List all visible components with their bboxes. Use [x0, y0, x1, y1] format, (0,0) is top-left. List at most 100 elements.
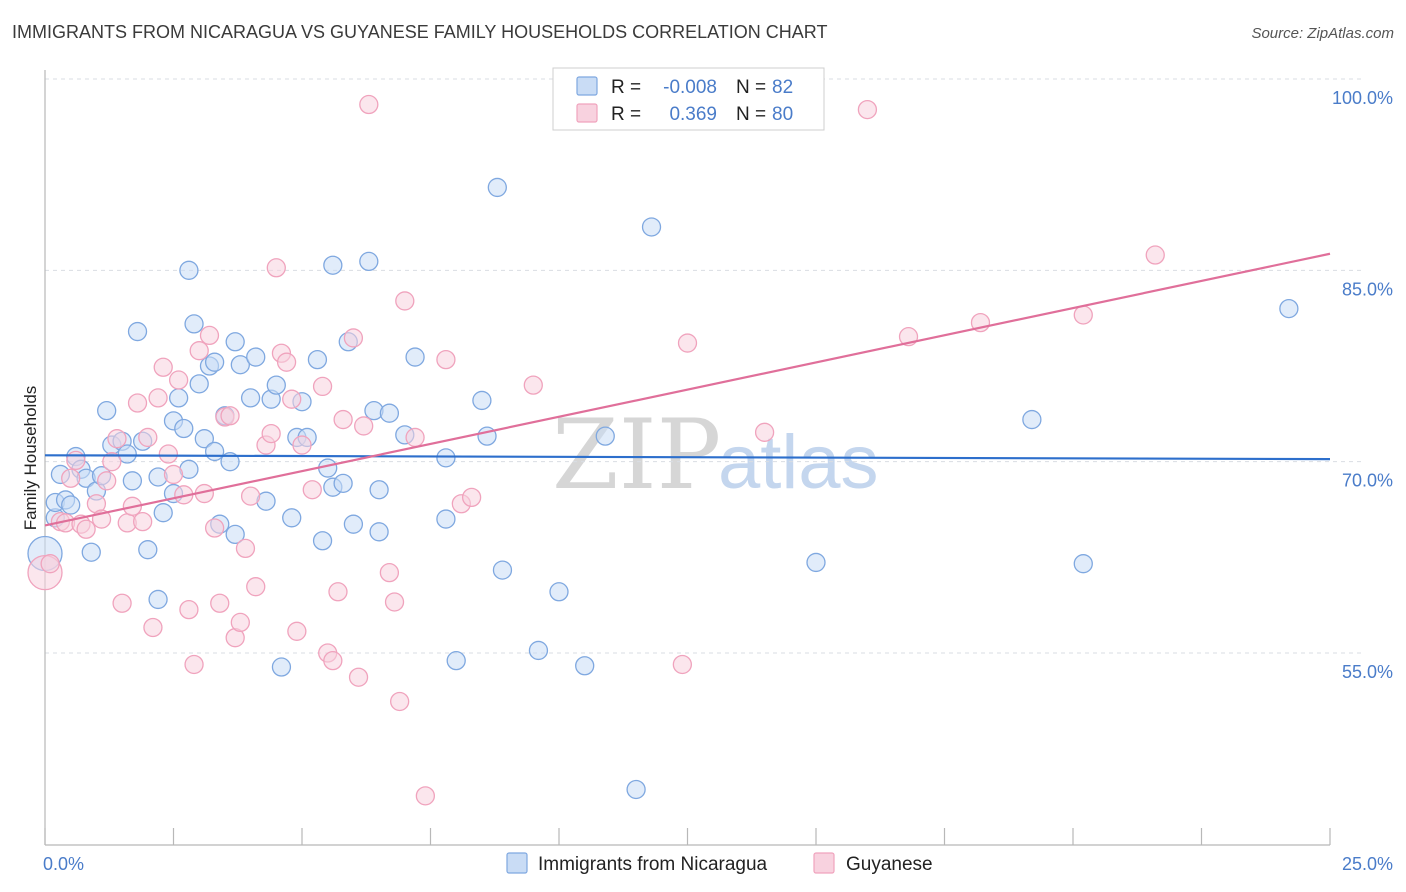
y-tick-labels: 55.0% 70.0% 85.0% 100.0% [1332, 88, 1393, 682]
point-guyanese-37 [235, 538, 256, 559]
point-guyanese-68 [672, 654, 693, 675]
point-nicaragua-69 [472, 390, 492, 411]
point-guyanese-69 [677, 333, 698, 353]
point-guyanese-39 [246, 577, 266, 597]
point-guyanese-24 [168, 370, 189, 390]
point-guyanese-32 [210, 593, 230, 613]
legend-r-label-guyanese: R = [611, 104, 641, 125]
point-guyanese-61 [395, 291, 415, 311]
point-guyanese-30 [199, 325, 220, 346]
point-guyanese-56 [354, 416, 374, 436]
point-nicaragua-25 [168, 388, 189, 408]
point-nicaragua-63 [379, 403, 400, 423]
point-guyanese-47 [292, 435, 312, 455]
axes [44, 70, 1331, 846]
point-nicaragua-75 [575, 656, 595, 676]
point-guyanese-64 [436, 349, 456, 370]
chart-title: IMMIGRANTS FROM NICARAGUA VS GUYANESE FA… [12, 22, 827, 42]
point-nicaragua-5 [61, 495, 81, 515]
series-legend-nicaragua: Immigrants from Nicaragua [538, 854, 768, 875]
legend-n-label-nicaragua: N = [736, 77, 766, 98]
point-guyanese-54 [343, 328, 364, 348]
point-nicaragua-79 [806, 552, 826, 573]
point-nicaragua-34 [204, 441, 225, 462]
point-guyanese-44 [276, 352, 297, 372]
point-guyanese-36 [230, 612, 250, 633]
point-nicaragua-72 [492, 560, 513, 580]
point-guyanese-48 [302, 480, 322, 500]
point-guyanese-20 [148, 388, 168, 408]
point-nicaragua-9 [81, 542, 101, 562]
trend-lines [44, 252, 1331, 527]
point-guyanese-71 [857, 99, 878, 120]
point-nicaragua-78 [641, 217, 662, 237]
point-nicaragua-52 [312, 531, 333, 551]
point-guyanese-74 [1073, 305, 1093, 325]
point-guyanese-4 [61, 468, 81, 488]
point-guyanese-60 [390, 691, 410, 712]
y-tick-label-0: 55.0% [1342, 662, 1393, 682]
point-nicaragua-16 [122, 471, 143, 491]
point-guyanese-1 [40, 554, 60, 574]
point-nicaragua-81 [1073, 554, 1093, 574]
point-nicaragua-21 [148, 589, 168, 610]
point-guyanese-66 [461, 487, 482, 508]
point-guyanese-13 [112, 593, 132, 613]
point-guyanese-75 [1145, 245, 1165, 265]
y-tick-label-2: 85.0% [1342, 279, 1393, 299]
point-nicaragua-80 [1022, 409, 1042, 430]
point-guyanese-49 [312, 376, 333, 397]
gridlines [45, 78, 1365, 654]
point-nicaragua-77 [626, 779, 646, 800]
x-tick-labels: 0.0% 25.0% [43, 854, 1393, 874]
point-nicaragua-67 [436, 509, 456, 529]
legend-n-value-guyanese: 80 [772, 104, 793, 125]
point-guyanese-18 [138, 427, 158, 448]
point-guyanese-38 [240, 486, 261, 506]
point-guyanese-27 [184, 654, 204, 675]
y-tick-label-1: 70.0% [1342, 471, 1393, 491]
point-nicaragua-22 [153, 503, 173, 523]
point-nicaragua-17 [127, 321, 148, 342]
point-nicaragua-46 [271, 657, 292, 677]
point-nicaragua-27 [179, 260, 199, 280]
y-axis-label: Family Households [21, 386, 40, 531]
point-guyanese-46 [287, 621, 307, 641]
legend-swatch-guyanese [576, 103, 598, 123]
point-nicaragua-37 [220, 452, 240, 472]
point-guyanese-67 [523, 375, 543, 395]
point-guyanese-70 [754, 422, 775, 442]
point-nicaragua-26 [174, 418, 194, 439]
point-guyanese-10 [97, 471, 117, 491]
point-guyanese-51 [323, 651, 343, 671]
point-guyanese-31 [204, 518, 225, 538]
legend-n-value-nicaragua: 82 [772, 77, 793, 98]
point-nicaragua-65 [405, 347, 425, 367]
series-legend: Immigrants from Nicaragua Guyanese [506, 852, 933, 875]
x-tick-label-0: 0.0% [43, 854, 84, 874]
watermark: ZIP atlas [552, 399, 879, 511]
point-nicaragua-12 [97, 400, 117, 421]
point-nicaragua-73 [528, 640, 549, 661]
point-nicaragua-15 [117, 444, 137, 464]
point-guyanese-58 [379, 562, 400, 583]
point-nicaragua-47 [282, 508, 302, 528]
y-tick-label-3: 100.0% [1332, 88, 1393, 108]
legend-r-value-guyanese: 0.369 [669, 104, 717, 125]
point-nicaragua-58 [343, 514, 364, 534]
point-guyanese-62 [405, 427, 425, 448]
x-tick-label-1: 25.0% [1342, 854, 1393, 874]
points-guyanese [27, 94, 1165, 806]
point-guyanese-45 [282, 389, 302, 409]
trend-line-guyanese [44, 252, 1331, 527]
point-nicaragua-61 [369, 480, 389, 500]
legend-swatch-nicaragua [576, 76, 598, 96]
point-nicaragua-54 [323, 255, 343, 275]
point-nicaragua-59 [359, 251, 379, 272]
series-legend-swatch-nicaragua [506, 852, 528, 874]
legend-r-value-nicaragua: -0.008 [663, 77, 717, 98]
point-nicaragua-41 [240, 388, 261, 408]
point-nicaragua-76 [595, 426, 615, 446]
point-guyanese-5 [66, 450, 86, 471]
